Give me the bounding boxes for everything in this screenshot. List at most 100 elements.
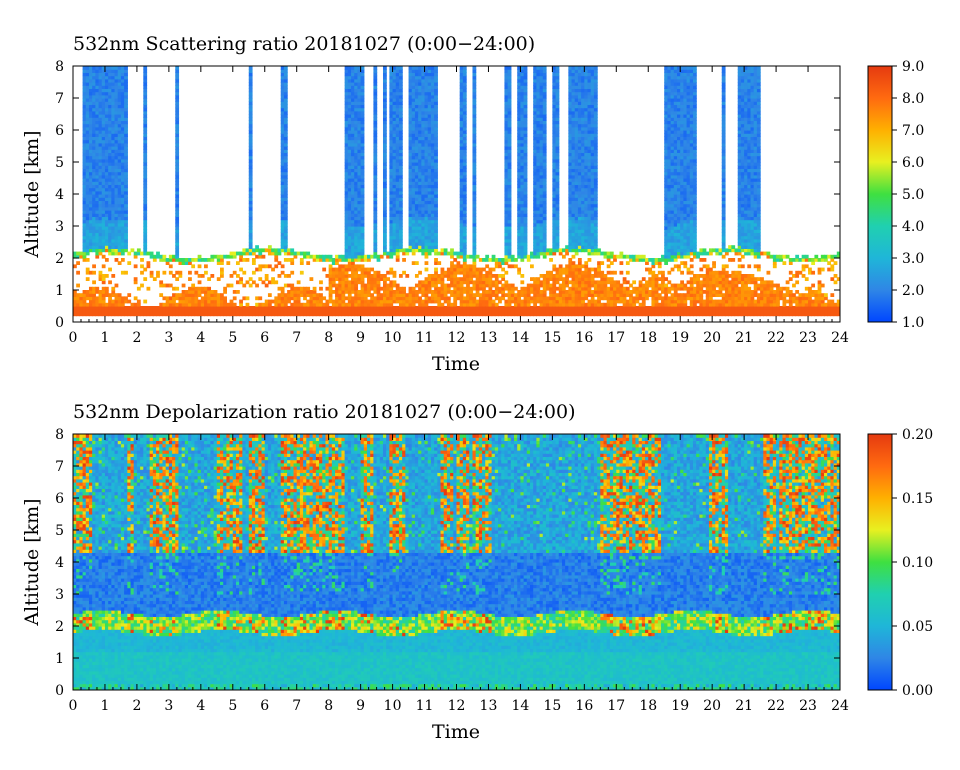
heatmap-cell xyxy=(354,210,359,214)
heatmap-cell xyxy=(108,299,112,304)
heatmap-cell xyxy=(287,248,291,253)
heatmap-cell xyxy=(335,290,339,294)
heatmap-cell xyxy=(507,155,512,160)
heatmap-cell xyxy=(459,302,464,307)
heatmap-cell xyxy=(421,69,426,73)
heatmap-cell xyxy=(424,69,429,73)
heatmap-cell xyxy=(434,133,438,137)
heatmap-cell xyxy=(427,94,432,99)
heatmap-cell xyxy=(344,274,349,278)
heatmap-cell xyxy=(258,251,263,256)
heatmap-cell xyxy=(542,104,547,109)
heatmap-cell xyxy=(248,146,253,150)
heatmap-cell xyxy=(124,72,128,77)
heatmap-cell xyxy=(92,270,96,275)
heatmap-cell xyxy=(88,184,93,189)
heatmap-cell xyxy=(120,309,125,313)
heatmap-cell xyxy=(395,242,400,246)
heatmap-cell xyxy=(421,306,426,310)
heatmap-cell xyxy=(114,184,119,189)
heatmap-cell xyxy=(331,261,336,265)
heatmap-cell xyxy=(213,306,218,310)
heatmap-cell xyxy=(143,69,148,73)
heatmap-cell xyxy=(335,312,339,317)
heatmap-cell xyxy=(136,312,141,317)
heatmap-cell xyxy=(530,306,534,310)
heatmap-cell xyxy=(507,251,512,256)
heatmap-cell xyxy=(280,69,285,73)
heatmap-cell xyxy=(95,178,100,182)
heatmap-cell xyxy=(392,190,397,195)
heatmap-cell xyxy=(248,158,253,163)
heatmap-cell xyxy=(386,290,390,294)
heatmap-cell xyxy=(472,82,477,86)
heatmap-cell xyxy=(542,296,547,301)
heatmap-cell xyxy=(459,66,464,70)
heatmap-cell xyxy=(178,258,183,262)
heatmap-cell xyxy=(117,155,122,160)
heatmap-cell xyxy=(124,120,128,125)
heatmap-cell xyxy=(124,219,128,224)
heatmap-cell xyxy=(88,78,93,83)
heatmap-cell xyxy=(398,158,403,163)
heatmap-cell xyxy=(459,149,464,153)
heatmap-cell xyxy=(517,312,522,317)
heatmap-cell xyxy=(488,293,493,297)
heatmap-cell xyxy=(389,213,394,217)
heatmap-cell xyxy=(223,299,227,304)
heatmap-cell xyxy=(242,248,247,253)
heatmap-cell xyxy=(421,219,426,224)
heatmap-cell xyxy=(117,94,122,99)
heatmap-cell xyxy=(533,219,537,224)
heatmap-cell xyxy=(293,251,298,256)
heatmap-cell xyxy=(424,88,429,93)
heatmap-cell xyxy=(517,66,522,70)
heatmap-cell xyxy=(344,194,349,198)
heatmap-cell xyxy=(459,130,464,134)
heatmap-cell xyxy=(245,251,250,256)
heatmap-cell xyxy=(98,88,103,93)
heatmap-cell xyxy=(424,75,429,80)
heatmap-cell xyxy=(101,75,106,80)
heatmap-cell xyxy=(299,312,304,317)
heatmap-cell xyxy=(418,162,422,166)
heatmap-cell xyxy=(117,190,122,195)
heatmap-cell xyxy=(76,270,80,275)
heatmap-cell xyxy=(533,152,537,157)
heatmap-cell xyxy=(120,123,125,128)
heatmap-cell xyxy=(108,82,112,86)
heatmap-cell xyxy=(98,98,103,102)
heatmap-cell xyxy=(555,69,560,73)
heatmap-cell xyxy=(539,101,544,105)
heatmap-cell xyxy=(459,216,464,221)
heatmap-cell xyxy=(408,290,413,294)
heatmap-cell xyxy=(533,149,537,153)
heatmap-cell xyxy=(117,232,122,237)
heatmap-cell xyxy=(354,293,359,297)
heatmap-cell xyxy=(191,309,196,313)
heatmap-cell xyxy=(101,226,106,230)
heatmap-cell xyxy=(523,184,528,189)
heatmap-cell xyxy=(114,194,119,198)
heatmap-cell xyxy=(117,91,122,96)
heatmap-cell xyxy=(82,206,87,211)
heatmap-cell xyxy=(271,312,275,317)
heatmap-cell xyxy=(347,210,352,214)
heatmap-cell xyxy=(347,104,352,109)
heatmap-cell xyxy=(283,146,288,150)
heatmap-cell xyxy=(143,142,148,147)
heatmap-cell xyxy=(408,245,413,249)
heatmap-cell xyxy=(101,146,106,150)
heatmap-cell xyxy=(124,187,128,192)
heatmap-cell xyxy=(392,130,397,134)
heatmap-cell xyxy=(120,190,125,195)
heatmap-cell xyxy=(395,158,400,163)
heatmap-cell xyxy=(344,242,349,246)
heatmap-cell xyxy=(152,309,157,313)
heatmap-cell xyxy=(172,296,176,301)
heatmap-cell xyxy=(347,216,352,221)
heatmap-cell xyxy=(111,149,116,153)
heatmap-cell xyxy=(216,277,221,281)
heatmap-cell xyxy=(351,165,355,169)
heatmap-cell xyxy=(517,110,522,115)
